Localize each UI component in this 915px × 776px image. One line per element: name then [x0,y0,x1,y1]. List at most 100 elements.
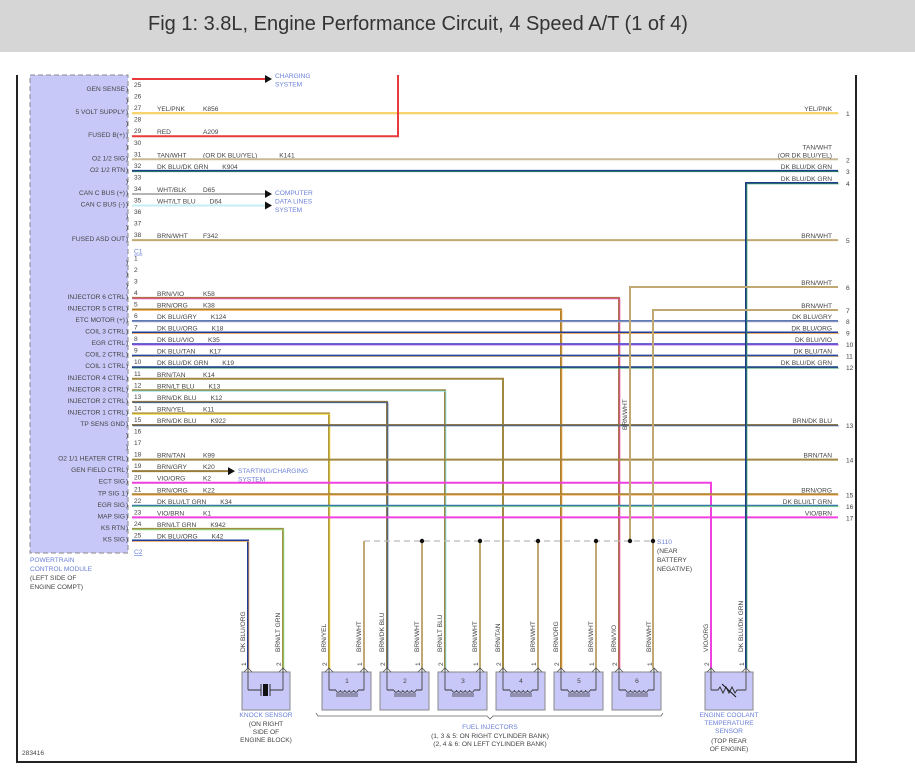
pcm-name: POWERTRAIN [30,557,75,564]
connector-cavity-mark: ) [126,433,128,440]
wire-25-stripe [132,540,250,669]
connector-label: C2 [134,549,143,556]
pin-number: 19 [134,463,142,470]
pin-function-label: O2 1/2 SIG [92,155,125,162]
pin-function-label: FUSED ASD OUT [72,236,125,243]
pin-number: 3 [134,278,138,285]
wire-color-label: DK BLU/GRY [157,314,197,321]
fuel-injector-box [553,671,604,711]
component-pin-number: 2 [554,662,561,666]
arrow-icon [265,201,272,210]
connector-cavity-mark: ) [126,202,128,209]
splice-dot [627,538,633,544]
connector-cavity-mark: ) [126,536,128,543]
arrow-destination-label: CHARGING [275,73,311,80]
wire-color-label: BRN/WHT [157,233,188,240]
wire-color-label: DK BLU/DK GRN [157,164,209,171]
connector-cavity-mark: ) [126,444,128,451]
pin-function-label: COIL 3 CTRL [85,329,125,336]
pin-function-label: INJECTOR 1 CTRL [68,409,126,416]
wire-4 [132,296,620,668]
pin-number: 4 [134,290,138,297]
pin-number: 5 [134,301,138,308]
circuit-number-label: K141 [279,152,295,159]
pcm-location: (LEFT SIDE OF [30,575,76,582]
pin-number: 33 [134,174,142,181]
wire-24-stripe [132,529,285,669]
terminal-number: 17 [846,515,854,522]
connector-cavity-mark: ) [126,144,128,151]
arrow-destination-label: COMPUTER [275,190,313,197]
fuel-injector-box [437,671,488,711]
pin-number: 28 [134,117,142,124]
pin-number: 22 [134,498,142,505]
circuit-number-label: K14 [203,372,215,379]
connector-cavity-mark: ) [126,121,128,128]
wire-color-label: BRN/TAN [157,453,186,460]
terminal-number: 13 [846,423,854,430]
pin-number: 25 [134,82,142,89]
circuit-number-label: A209 [203,129,219,136]
splice-dot [477,538,483,544]
wire-color-label: DK BLU/ORG [157,326,198,333]
pin-function-label: KS RTN [101,525,125,532]
wire-24 [132,527,284,668]
connector-cavity-mark: ) [126,513,128,520]
knock-sensor-name: KNOCK SENSOR [239,712,292,719]
terminal-wire-label: DK BLU/GRY [792,314,832,321]
pin-number: 36 [134,209,142,216]
wire-color-label: TAN/WHT [157,152,187,159]
circuit-number-label: K856 [203,106,219,113]
component-wire-label: BRN/ORG [553,621,560,652]
terminal-wire-label: TAN/WHT [802,144,832,151]
component-pin-number: 1 [473,662,480,666]
connector-cavity-mark: ) [126,363,128,370]
wire-color-label: DK BLU/LT GRN [157,499,206,506]
component-wire-label: DK BLU/ORG [240,611,247,652]
terminal-number: 1 [846,111,850,118]
injector-number: 2 [403,678,407,685]
terminal-wire-label: DK BLU/VIO [795,337,832,344]
connector-cavity-mark: ) [126,479,128,486]
component-pin-number: 2 [276,662,283,666]
pin-number: 29 [134,128,142,135]
wire-color-label: WHT/BLK [157,187,187,194]
connector-cavity-mark: ) [126,305,128,312]
pin-function-label: INJECTOR 3 CTRL [68,386,126,393]
terminal-wire-label: DK BLU/DK GRN [781,164,833,171]
terminal-number: 9 [846,331,850,338]
pin-number: 34 [134,186,142,193]
fuel-injectors-name: FUEL INJECTORS [462,724,518,731]
wire-14-stripe [132,413,331,669]
wire-color-label: BRN/ORG [157,302,188,309]
component-wire-label: BRN/WHT [588,621,595,652]
component-wire-label: DK BLU/DK GRN [738,600,745,652]
circuit-number-label: D65 [203,187,215,194]
component-pin-number: 1 [531,662,538,666]
pin-function-label: COIL 1 CTRL [85,363,125,370]
pin-function-label: 5 VOLT SUPPLY [76,109,126,116]
pin-function-label: COIL 2 CTRL [85,352,125,359]
wire-color-label: BRN/ORG [157,487,188,494]
pin-number: 35 [134,198,142,205]
wire-color-label: BRN/YEL [157,406,186,413]
circuit-number-label: K124 [211,314,227,321]
connector-cavity-mark: ) [126,352,128,359]
wire-color-label: BRN/TAN [157,372,186,379]
wire-color-label: RED [157,129,171,136]
wire-14 [132,412,330,668]
wire-color-label: BRN/LT GRN [157,522,197,529]
component-wire-label: BRN/WHT [414,621,421,652]
wire-color-label: BRN/VIO [157,291,184,298]
circuit-number-label: K13 [209,383,221,390]
splice-location: NEGATIVE) [657,566,692,573]
circuit-number-label: K942 [210,522,226,529]
figure-id: 283416 [22,750,44,757]
terminal-number: 11 [846,354,853,361]
arrow-destination-label: DATA LINES [275,198,313,205]
splice-location: (NEAR [657,548,678,555]
pin-function-label: EGR CTRL [92,340,126,347]
pin-function-label: INJECTOR 5 CTRL [68,305,126,312]
terminal-number: 10 [846,342,854,349]
terminal-number: 2 [846,157,850,164]
